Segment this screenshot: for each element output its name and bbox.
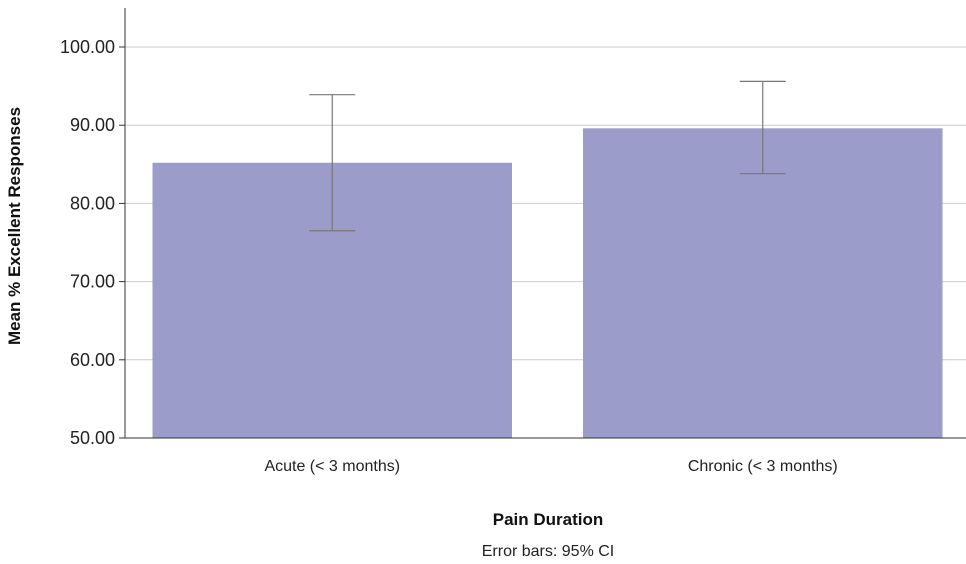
x-axis-category-labels: Acute (< 3 months) Chronic (< 3 months) (264, 458, 837, 475)
bars (152, 128, 943, 438)
x-axis-title: Pain Duration (493, 510, 604, 529)
y-tick-label: 50.00 (70, 428, 115, 448)
x-category-label: Acute (< 3 months) (264, 458, 400, 475)
y-tick-label: 70.00 (70, 272, 115, 292)
y-tick-label: 60.00 (70, 350, 115, 370)
bar (582, 128, 943, 438)
y-tick-label: 80.00 (70, 193, 115, 213)
error-bar-note: Error bars: 95% CI (482, 543, 614, 560)
x-category-label: Chronic (< 3 months) (688, 458, 838, 475)
y-axis-ticks: 50.00 60.00 70.00 80.00 90.00 100.00 (60, 37, 125, 448)
y-tick-label: 100.00 (60, 37, 115, 57)
error-bars (309, 80, 786, 232)
y-axis-title: Mean % Excellent Responses (5, 107, 24, 345)
y-tick-label: 90.00 (70, 115, 115, 135)
